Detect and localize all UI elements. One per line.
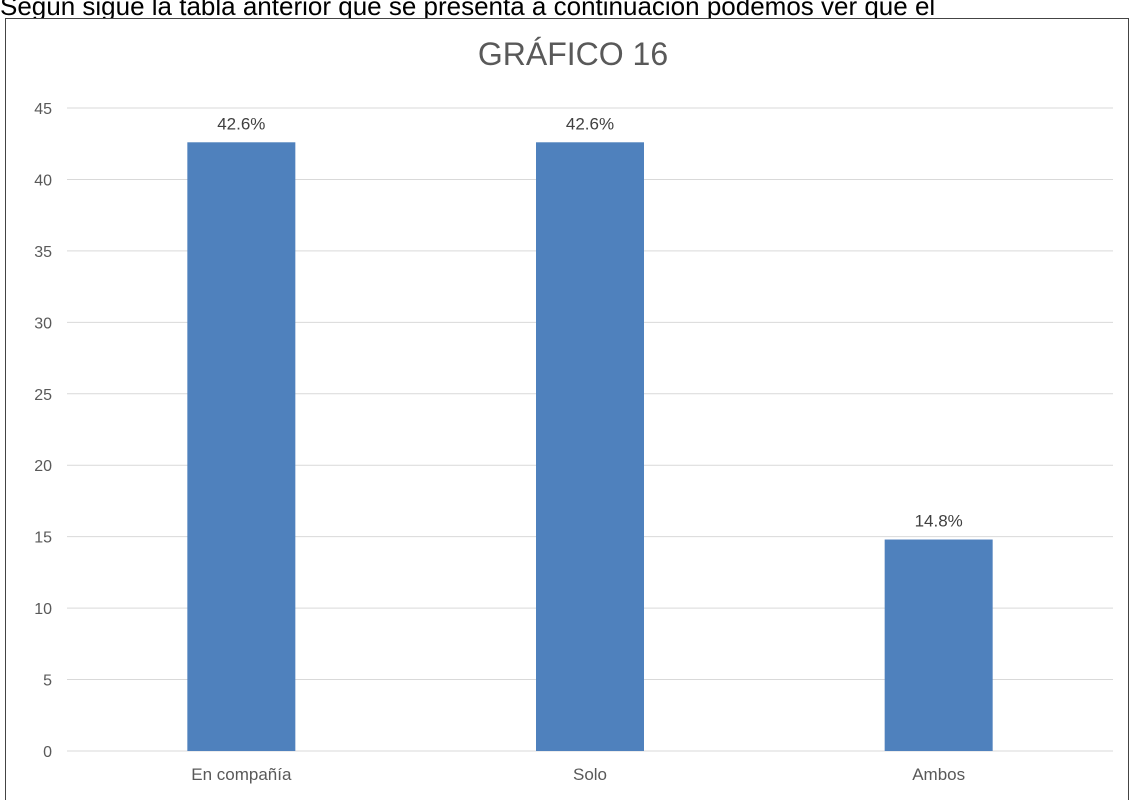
y-tick-label: 20 [34,458,52,475]
y-tick-label: 15 [34,530,52,547]
chart-frame: 0 5 10 15 20 25 30 35 40 45 42.6% En compañía 42.6% S… [5,18,1129,800]
chart-title: GRÁFICO 16 [478,36,668,72]
document-text-line: Según sigue la tabla anterior que se pre… [0,0,936,21]
x-tick-label: En compañía [191,765,292,784]
data-label: 14.8% [915,512,963,531]
bar [187,142,296,751]
y-tick-label: 5 [43,673,52,690]
y-tick-label: 40 [34,172,52,189]
y-tick-label: 0 [43,744,52,761]
y-tick-label: 45 [34,101,52,118]
x-tick-label: Solo [573,765,607,784]
x-tick-label: Ambos [912,765,965,784]
data-label: 42.6% [217,114,265,133]
bar [884,539,993,751]
y-tick-label: 10 [34,601,52,618]
data-label: 42.6% [566,114,614,133]
bar-chart: 0 5 10 15 20 25 30 35 40 45 42.6% En compañía 42.6% S… [34,36,1113,784]
y-tick-label: 30 [34,315,52,332]
y-tick-label: 35 [34,244,52,261]
y-tick-label: 25 [34,387,52,404]
bar [536,142,644,751]
